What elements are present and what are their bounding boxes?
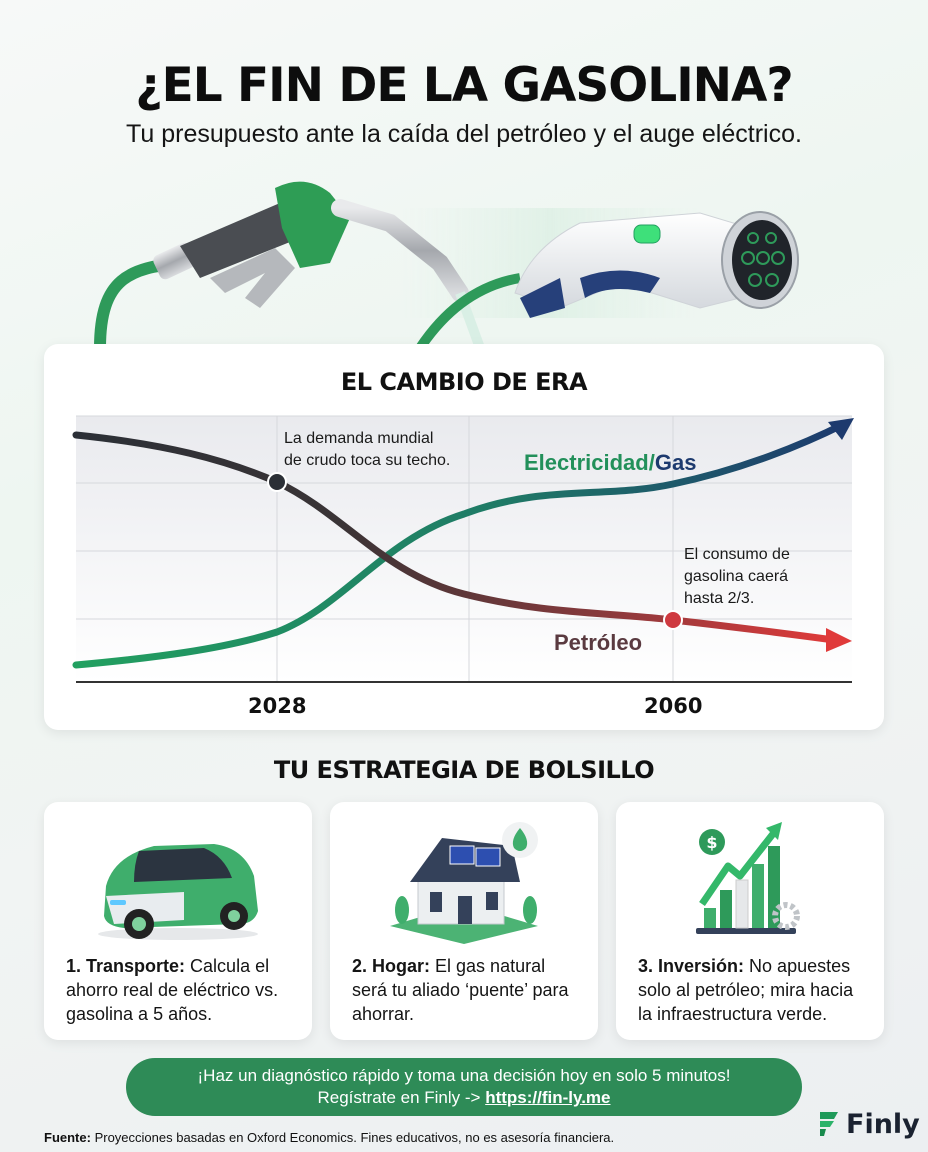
source-note: Fuente: Proyecciones basadas en Oxford E… [44,1130,614,1145]
tip-heading: 2. Hogar: [352,956,431,976]
annotation-drop: El consumo de gasolina caerá hasta 2/3. [684,544,790,610]
finly-logo-text: Finly [846,1108,920,1140]
finly-logo-icon [820,1112,838,1136]
legend-petroleo: Petróleo [554,630,643,655]
annotation-peak-line2: de crudo toca su techo. [284,452,451,469]
x-tick-2028: 2028 [248,694,307,718]
cta-line1: ¡Haz un diagnóstico rápido y toma una de… [197,1066,731,1085]
annotation-drop-line1: El consumo de [684,546,790,563]
arrow-petroleo [826,628,852,652]
ev-charger-plug-icon [415,211,799,348]
fuel-nozzle-icon [153,181,485,348]
tip-text-hogar: 2. Hogar: El gas natural será tu aliado … [352,954,584,1026]
annotation-peak: La demanda mundial de crudo toca su tech… [284,428,450,472]
tip-heading: 3. Inversión: [638,956,745,976]
electric-car-icon [98,844,258,940]
gridlines [76,415,852,682]
finly-logo: Finly [816,1106,920,1142]
tip-card-transporte: 1. Transporte: Calcula el ahorro real de… [44,802,312,1040]
cta-link[interactable]: https://fin-ly.me [485,1088,611,1107]
svg-text:$: $ [706,833,717,852]
series-electricidad-gas [72,420,848,669]
tip-text-inversion: 3. Inversión: No apuestes solo al petról… [638,954,870,1026]
solar-house-gas-icon [390,822,538,944]
line-chart [72,415,854,683]
tip-card-inversion: $ 3. Inversión: No apuestes solo al petr… [616,802,884,1040]
page-subtitle: Tu presupuesto ante la caída del petróle… [126,120,802,148]
marker-2060 [663,610,683,630]
arrow-electricidad-gas [828,418,854,440]
cta-banner[interactable]: ¡Haz un diagnóstico rápido y toma una de… [126,1058,802,1116]
marker-2028 [267,472,287,492]
annotation-drop-line3: hasta 2/3. [684,590,755,607]
hero-illustration [94,181,799,348]
source-label: Fuente: [44,1130,91,1145]
strategy-title: TU ESTRATEGIA DE BOLSILLO [273,756,655,784]
tip-body: El gas natural será tu aliado ‘puente’ p… [352,956,569,1024]
tip-body: Calcula el ahorro real de eléctrico vs. … [66,956,279,1024]
source-text: Proyecciones basadas en Oxford Economics… [90,1130,615,1145]
annotation-peak-line1: La demanda mundial [284,430,434,447]
legend-electricidad: Electricidad/ [524,450,655,475]
cta-line2: Regístrate en Finly -> https://fin-ly.me [126,1087,802,1109]
page-title: ¿EL FIN DE LA GASOLINA? [135,58,793,113]
series-petroleo [72,431,838,644]
chart-title: EL CAMBIO DE ERA [340,368,588,396]
tip-heading: 1. Transporte: [66,956,186,976]
tip-body: No apuestes solo al petróleo; mira hacia… [638,956,854,1024]
x-tick-2060: 2060 [644,694,703,718]
annotation-drop-line2: gasolina caerá [684,568,789,585]
chart-card: EL CAMBIO DE ERA La demanda mundial de c… [44,344,884,730]
investment-growth-icon: $ [696,822,800,934]
tip-text-transporte: 1. Transporte: Calcula el ahorro real de… [66,954,298,1026]
legend-electricidad-gas: Electricidad/Gas [524,450,696,476]
legend-gas: Gas [654,450,697,475]
cta-register-text: Regístrate en Finly -> [317,1088,486,1107]
tip-card-hogar: 2. Hogar: El gas natural será tu aliado … [330,802,598,1040]
